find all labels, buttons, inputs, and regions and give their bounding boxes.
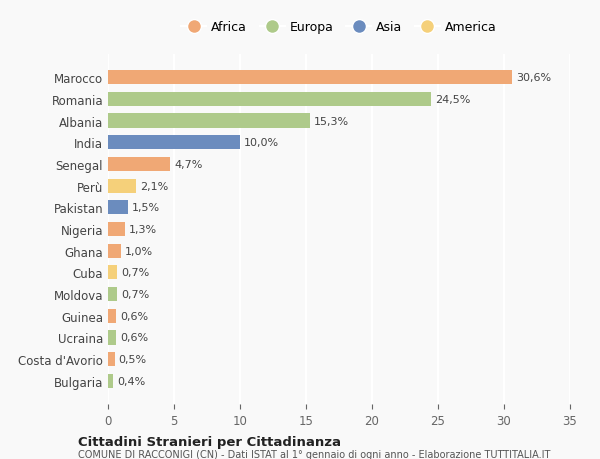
Text: 2,1%: 2,1% (140, 181, 168, 191)
Bar (108, 93, 431, 106)
Bar (108, 266, 117, 280)
Text: COMUNE DI RACCONIGI (CN) - Dati ISTAT al 1° gennaio di ogni anno - Elaborazione : COMUNE DI RACCONIGI (CN) - Dati ISTAT al… (78, 449, 550, 459)
Text: 24,5%: 24,5% (436, 95, 471, 105)
Text: 0,7%: 0,7% (121, 290, 149, 299)
Bar (108, 287, 117, 302)
Bar (108, 179, 136, 193)
Bar (108, 157, 170, 172)
Legend: Africa, Europa, Asia, America: Africa, Europa, Asia, America (176, 16, 502, 39)
Bar (108, 136, 240, 150)
Bar (108, 201, 128, 215)
Bar (108, 71, 512, 85)
Bar (108, 223, 125, 236)
Bar (108, 330, 116, 345)
Text: 1,3%: 1,3% (129, 224, 157, 235)
Text: 10,0%: 10,0% (244, 138, 279, 148)
Text: 1,5%: 1,5% (132, 203, 160, 213)
Text: 0,6%: 0,6% (120, 333, 148, 343)
Bar (108, 353, 115, 366)
Text: 0,7%: 0,7% (121, 268, 149, 278)
Bar (108, 374, 113, 388)
Bar (108, 244, 121, 258)
Text: 15,3%: 15,3% (314, 116, 349, 126)
Text: 0,6%: 0,6% (120, 311, 148, 321)
Text: 4,7%: 4,7% (174, 160, 202, 169)
Bar (108, 309, 116, 323)
Bar (108, 114, 310, 129)
Text: Cittadini Stranieri per Cittadinanza: Cittadini Stranieri per Cittadinanza (78, 435, 341, 448)
Text: 1,0%: 1,0% (125, 246, 153, 256)
Text: 0,4%: 0,4% (117, 376, 145, 386)
Text: 0,5%: 0,5% (119, 354, 146, 364)
Text: 30,6%: 30,6% (516, 73, 551, 83)
